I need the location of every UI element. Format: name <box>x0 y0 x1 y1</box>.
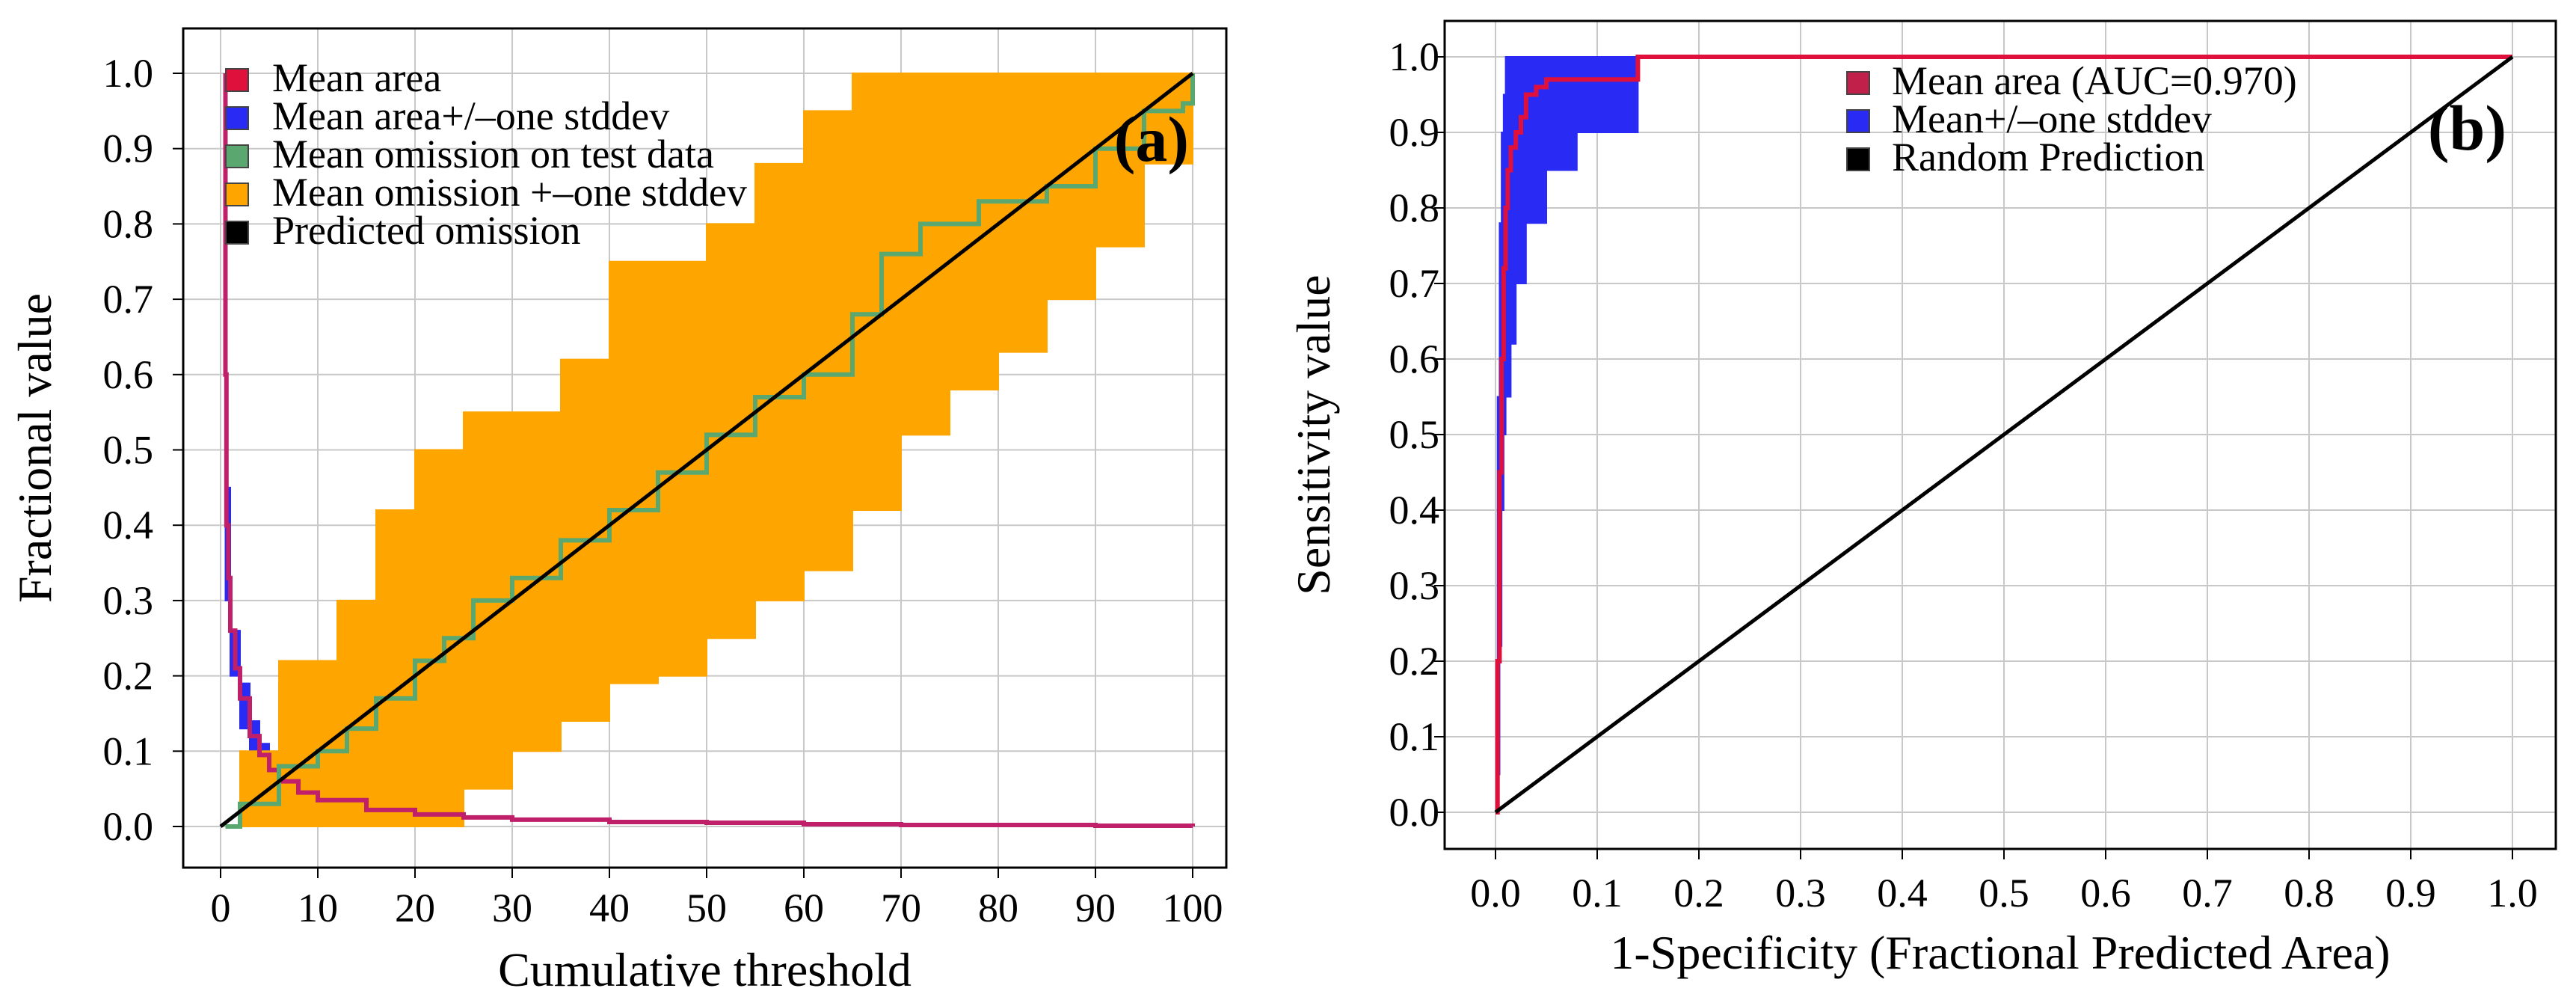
y-tick-label: 0.2 <box>103 654 154 699</box>
x-tick-label: 0.4 <box>1877 871 1928 915</box>
x-tick-label: 20 <box>395 886 435 930</box>
y-tick-label: 0.3 <box>103 578 154 623</box>
legend-swatch-random-prediction <box>1846 147 1870 171</box>
y-tick-label: 0.0 <box>103 804 154 849</box>
x-tick-label: 0.9 <box>2385 871 2436 915</box>
y-tick-label: 0.4 <box>103 503 154 548</box>
y-tick-label: 0.0 <box>1389 790 1440 835</box>
x-axis-label: Cumulative threshold <box>498 943 912 996</box>
panel-a-roc-omission: 0 10 20 30 40 50 60 70 80 90 100 0.0 0.1 0.2 0.3 0.4 0.5… <box>8 27 1228 996</box>
x-tick-label: 0.0 <box>1470 871 1521 915</box>
legend-label: Mean area (AUC=0.970) <box>1892 58 2297 103</box>
y-tick-label: 0.3 <box>1389 563 1440 608</box>
y-tick-label: 0.7 <box>1389 261 1440 306</box>
legend-label: Mean area+/–one stddev <box>272 93 669 138</box>
series-line-mean-area-auc-0-970 <box>1495 55 2512 815</box>
series-line-predicted-omission <box>219 72 1194 828</box>
y-tick-label: 0.9 <box>1389 110 1440 155</box>
legend-swatch-mean-area <box>225 68 249 92</box>
y-tick-label: 0.7 <box>103 277 154 322</box>
panel-label: (a) <box>1114 103 1189 175</box>
y-axis-label: Sensitivity value <box>1287 274 1340 595</box>
y-axis-label: Fractional value <box>8 293 61 603</box>
x-tick-label: 40 <box>589 886 630 930</box>
plot-border <box>182 27 1228 869</box>
y-tick-label: 1.0 <box>103 51 154 96</box>
y-tick-label: 0.8 <box>1389 185 1440 230</box>
y-tick-label: 0.6 <box>1389 337 1440 381</box>
x-tick-label: 100 <box>1163 886 1223 930</box>
x-tick-label: 0.6 <box>2080 871 2131 915</box>
legend-label: Mean area <box>272 55 441 100</box>
legend-label: Mean omission on test data <box>272 132 714 177</box>
legend-swatch-predicted-omission <box>225 221 249 245</box>
legend-label: Mean omission +–one stddev <box>272 170 747 215</box>
y-tick-label: 0.8 <box>103 201 154 246</box>
x-tick-label: 90 <box>1075 886 1116 930</box>
x-tick-label: 0.3 <box>1775 871 1826 915</box>
y-tick-label: 0.5 <box>1389 412 1440 457</box>
legend-swatch-mean-omission-one-stddev <box>225 183 249 206</box>
panel-label: (b) <box>2428 92 2506 164</box>
series-line-mean-area <box>223 73 1195 828</box>
x-tick-label: 50 <box>686 886 727 930</box>
x-tick-label: 0.1 <box>1572 871 1623 915</box>
x-tick-label: 0.2 <box>1673 871 1724 915</box>
y-tick-label: 0.1 <box>103 729 154 773</box>
x-tick-label: 0.7 <box>2182 871 2233 915</box>
x-tick-label: 30 <box>492 886 532 930</box>
legend-swatch-mean-area-auc-0-970 <box>1846 71 1870 95</box>
x-tick-label: 60 <box>784 886 824 930</box>
y-tick-label: 0.4 <box>1389 488 1440 533</box>
x-tick-label: 0.8 <box>2284 871 2334 915</box>
panel-b-roc-curve: 0.0 0.1 0.2 0.3 0.4 0.5 0.6 0.7 0.8 0.9 1.0 0.0 0.1 0… <box>1287 19 2557 979</box>
x-tick-label: 0.5 <box>1979 871 2029 915</box>
x-tick-label: 10 <box>298 886 338 930</box>
y-tick-label: 0.6 <box>103 352 154 397</box>
x-axis-label: 1-Specificity (Fractional Predicted Area… <box>1610 926 2390 979</box>
series-line-random-prediction <box>1494 55 2514 815</box>
legend-swatch-mean-area-one-stddev <box>225 106 249 130</box>
y-tick-label: 0.5 <box>103 428 154 473</box>
legend-label: Predicted omission <box>272 208 580 253</box>
x-tick-label: 80 <box>978 886 1018 930</box>
y-tick-label: 0.2 <box>1389 639 1440 684</box>
x-tick-label: 70 <box>881 886 921 930</box>
band-mean-one-stddev <box>1496 56 1639 813</box>
y-tick-label: 1.0 <box>1389 34 1440 79</box>
legend-swatch-mean-one-stddev <box>1846 109 1870 133</box>
legend-label: Mean+/–one stddev <box>1892 96 2212 141</box>
y-tick-label: 0.1 <box>1389 714 1440 759</box>
x-tick-label: 0 <box>211 886 231 930</box>
plot-border <box>1443 19 2557 850</box>
legend-label: Random Prediction <box>1892 135 2204 180</box>
x-tick-label: 1.0 <box>2487 871 2538 915</box>
y-tick-label: 0.9 <box>103 126 154 171</box>
legend-swatch-mean-omission-on-test-data <box>225 144 249 168</box>
